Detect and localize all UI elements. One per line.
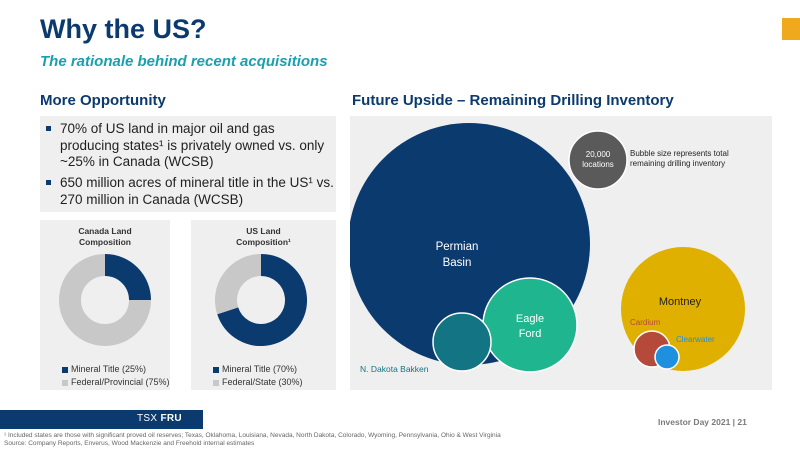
legend-swatch	[213, 366, 219, 373]
bullet-item: 650 million acres of mineral title in th…	[46, 175, 334, 208]
page-subtitle: The rationale behind recent acquisitions	[40, 53, 328, 70]
ticker-symbol: FRU	[160, 413, 182, 424]
legend-swatch	[62, 379, 68, 386]
ticker-label: TSX FRU	[137, 413, 182, 424]
more-opportunity-heading: More Opportunity	[40, 92, 166, 109]
legend-item: Mineral Title (25%)	[62, 364, 146, 374]
permian-label-2: Basin	[443, 257, 472, 269]
legend-bubble-label-1: 20,000	[586, 150, 611, 159]
donut-slice-mineral-title	[217, 254, 307, 346]
donut-slice-federal-provincial	[59, 254, 151, 346]
us-chart-panel: US Land Composition¹ Mineral Title (70%)…	[191, 220, 336, 390]
legend-label: Federal/State (30%)	[222, 377, 303, 387]
donut-slice-federal-state	[215, 254, 262, 315]
legend-swatch	[213, 379, 219, 386]
clearwater-bubble	[654, 344, 680, 370]
bullet-box: 70% of US land in major oil and gas prod…	[40, 116, 336, 212]
legend-bubble-label-2: locations	[582, 160, 614, 169]
chart-title-line: Composition¹	[236, 237, 291, 247]
legend-item: Federal/State (30%)	[213, 377, 303, 387]
eagle-ford-label-2: Ford	[519, 328, 542, 340]
legend-item: Federal/Provincial (75%)	[62, 377, 170, 387]
us-chart-title: US Land Composition¹	[191, 226, 336, 248]
bullet-text: 70% of US land in major oil and gas prod…	[60, 121, 325, 169]
donut-slice-mineral-title	[104, 254, 151, 301]
clearwater-label: Clearwater	[676, 335, 715, 344]
bubble-note-line-1: Bubble size represents total	[630, 149, 729, 158]
eagle-ford-label-1: Eagle	[516, 313, 544, 325]
chart-title-line: US Land	[246, 226, 281, 236]
us-donut-chart	[215, 254, 307, 346]
canada-chart-panel: Canada Land Composition Mineral Title (2…	[40, 220, 170, 390]
bullet-text: 650 million acres of mineral title in th…	[60, 175, 334, 207]
bullet-marker-icon	[46, 180, 51, 185]
permian-label-1: Permian	[436, 241, 479, 253]
eagle-ford-bubble	[482, 277, 578, 373]
drilling-inventory-panel: Permian Basin Eagle Ford N. Dakota Bakke…	[348, 116, 772, 390]
chart-title-line: Composition	[79, 237, 131, 247]
bullet-marker-icon	[46, 126, 51, 131]
legend-swatch	[62, 366, 68, 373]
legend-item: Mineral Title (70%)	[213, 364, 297, 374]
ticker-prefix: TSX	[137, 413, 158, 424]
bubble-chart: Permian Basin Eagle Ford N. Dakota Bakke…	[348, 123, 745, 374]
legend-label: Federal/Provincial (75%)	[71, 377, 170, 387]
bakken-label: N. Dakota Bakken	[360, 364, 429, 374]
canada-donut-chart	[59, 254, 151, 346]
accent-tab	[782, 18, 800, 40]
page-info: Investor Day 2021 | 21	[658, 417, 747, 427]
footnote: ¹ Included states are those with signifi…	[4, 432, 501, 439]
footer-bar	[0, 410, 203, 429]
bakken-bubble	[432, 312, 492, 372]
legend-label: Mineral Title (70%)	[222, 364, 298, 374]
bullet-item: 70% of US land in major oil and gas prod…	[46, 121, 334, 171]
legend-bubble	[568, 130, 628, 190]
bubble-note-line-2: remaining drilling inventory	[630, 159, 725, 168]
legend-label: Mineral Title (25%)	[71, 364, 147, 374]
future-upside-heading: Future Upside – Remaining Drilling Inven…	[352, 92, 674, 109]
chart-title-line: Canada Land	[78, 226, 132, 236]
canada-chart-title: Canada Land Composition	[40, 226, 170, 248]
page-title: Why the US?	[40, 14, 207, 44]
montney-label: Montney	[659, 296, 702, 308]
cardium-label: Cardium	[630, 318, 661, 327]
source-note: Source: Company Reports, Enverus, Wood M…	[4, 440, 255, 447]
